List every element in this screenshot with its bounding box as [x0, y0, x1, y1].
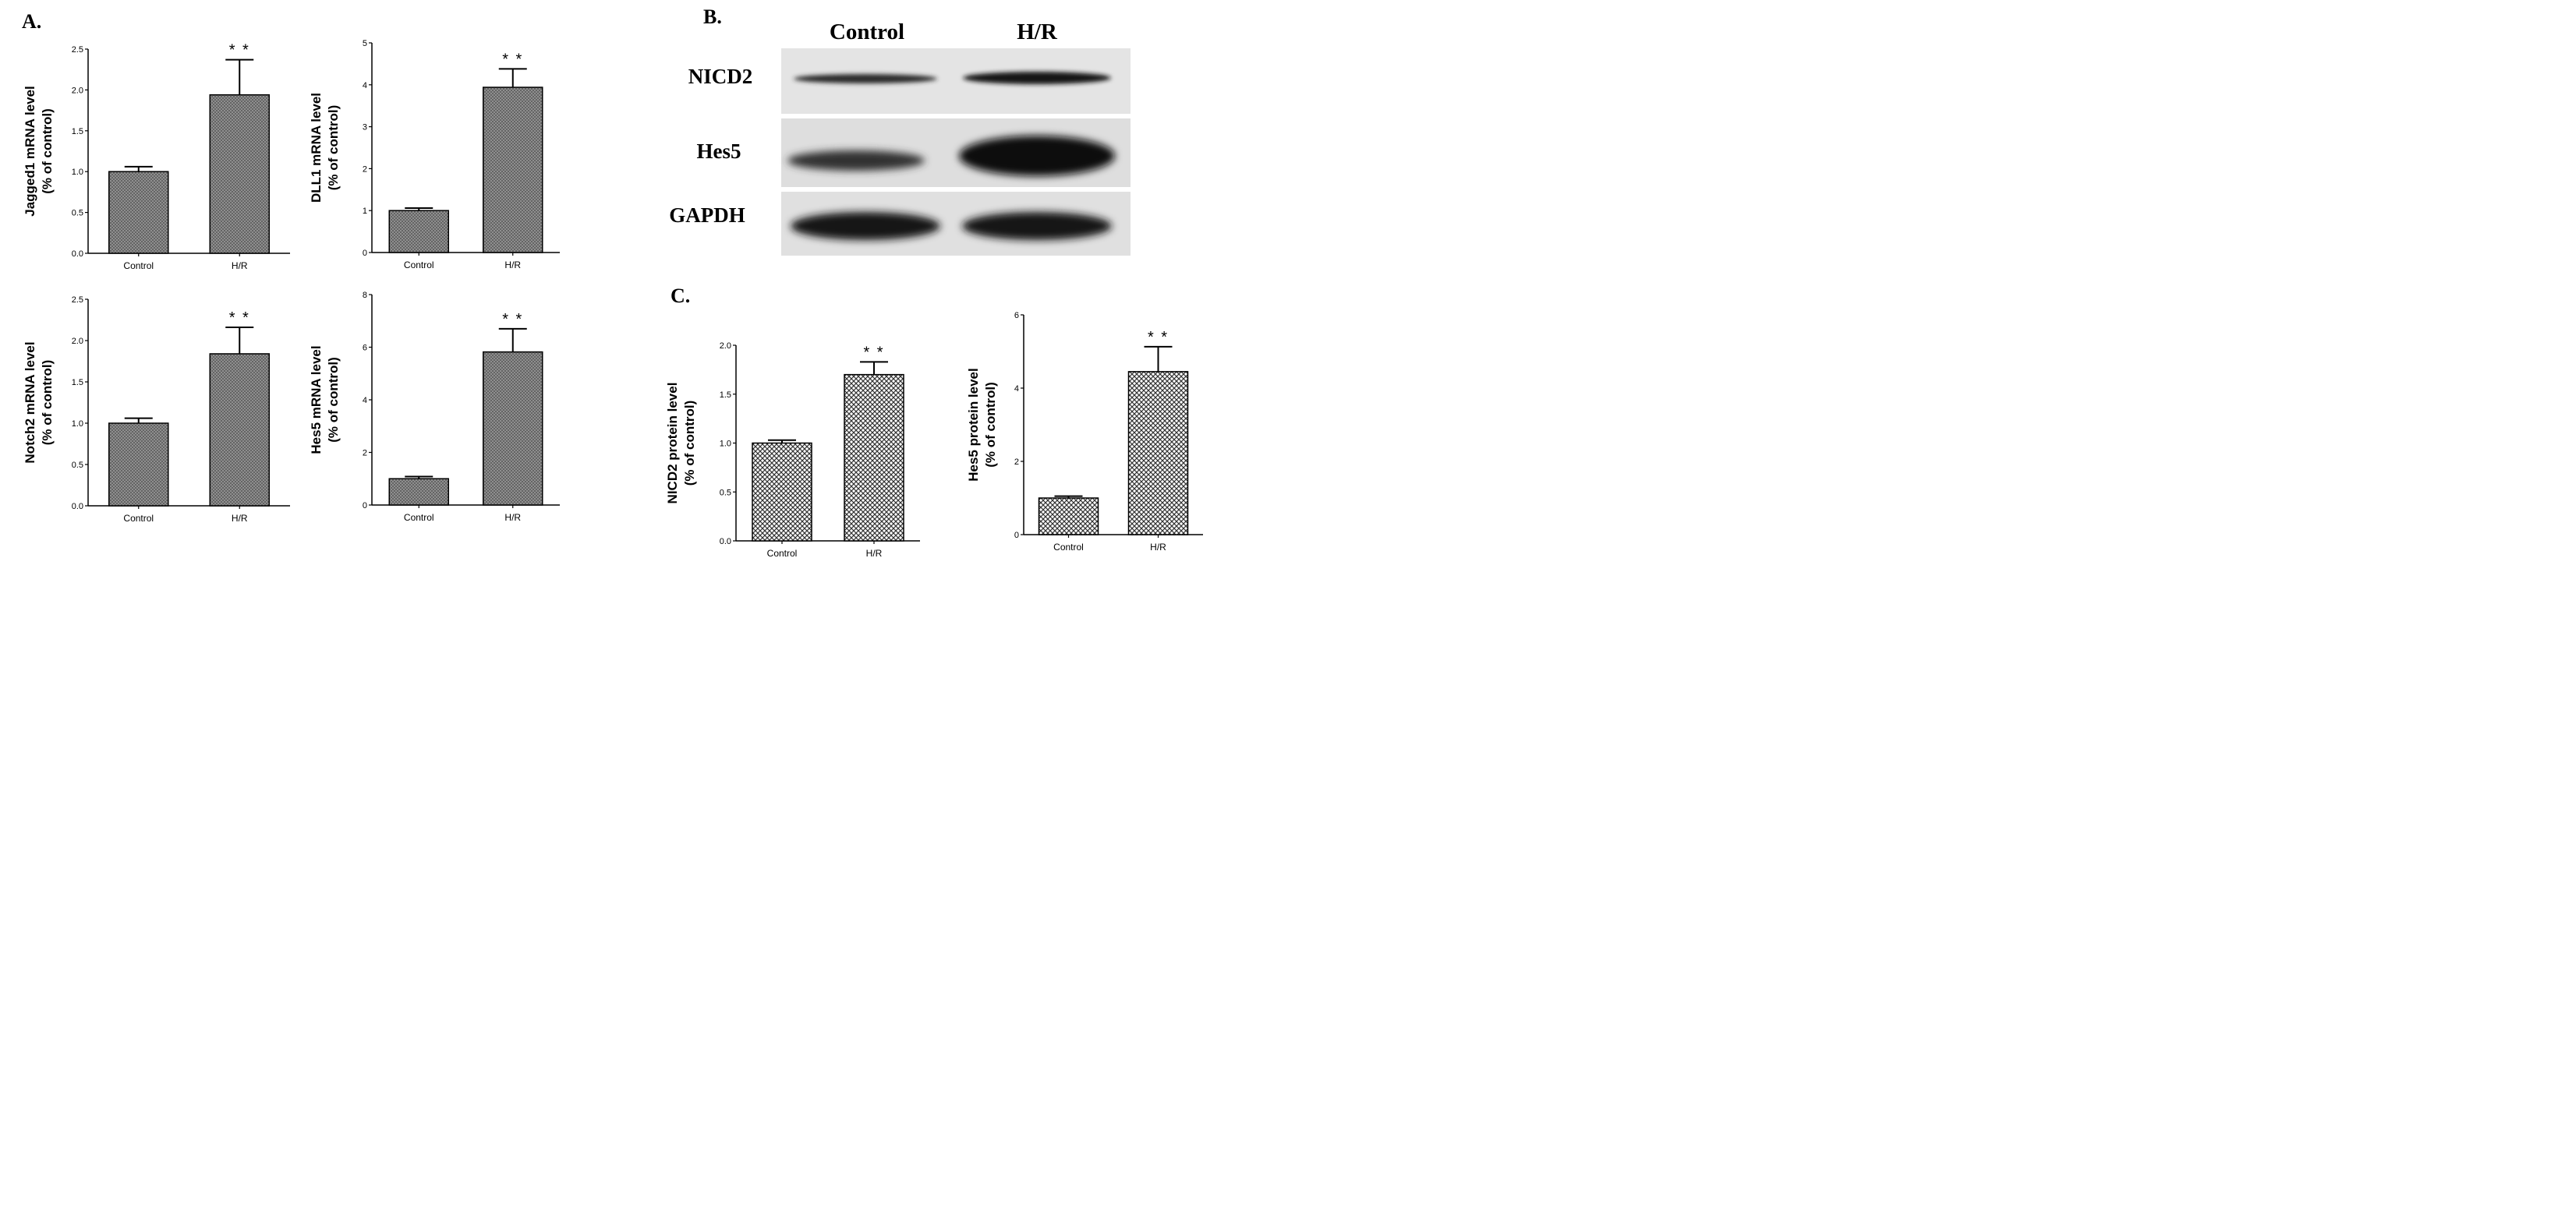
- blot-column-hr: H/R: [1017, 19, 1058, 44]
- bar-1: [1127, 371, 1189, 535]
- x-tick-label: H/R: [232, 260, 248, 271]
- western-blot: Control H/R NICD2 Hes5 GAPDH: [669, 19, 1131, 256]
- significance-marker: * *: [1148, 329, 1169, 346]
- band-nicd2-hr: [963, 72, 1111, 84]
- bar-1: [844, 373, 904, 542]
- y-axis-label-line: DLL1 mRNA level: [309, 93, 324, 203]
- y-tick-label: 2.0: [720, 341, 731, 351]
- y-tick-label: 1.0: [72, 168, 83, 177]
- x-tick-label: Control: [767, 548, 798, 559]
- band-gapdh-control: [791, 212, 940, 240]
- band-gapdh-hr: [962, 212, 1112, 240]
- y-tick-label: 0: [1014, 531, 1019, 540]
- chart-hes5-protein: 0 2 4 6 Control H/R * * Hes5 protein level (% of…: [966, 311, 1203, 553]
- y-tick-label: 2.5: [72, 295, 83, 305]
- y-tick-label: 5: [363, 39, 367, 48]
- y-tick-label: 2: [363, 164, 367, 174]
- y-tick-label: 4: [1014, 384, 1019, 394]
- panel-b-label: B.: [703, 5, 722, 28]
- blot-row-gapdh: GAPDH: [669, 203, 745, 227]
- y-tick-label: 0: [363, 501, 367, 510]
- x-tick-label: H/R: [1150, 542, 1166, 553]
- bar-1: [483, 351, 543, 506]
- y-tick-label: 1.5: [72, 127, 83, 136]
- y-tick-label: 0.0: [72, 249, 83, 259]
- x-tick-label: H/R: [232, 513, 248, 524]
- bar-1: [209, 353, 270, 507]
- y-tick-label: 0.0: [720, 537, 731, 546]
- x-tick-label: H/R: [866, 548, 883, 559]
- y-axis-label-line: Jagged1 mRNA level: [23, 86, 37, 217]
- y-tick-label: 4: [363, 81, 367, 90]
- y-tick-label: 1.5: [72, 378, 83, 387]
- y-axis-label-line: (% of control): [983, 382, 998, 468]
- bar-0: [1038, 497, 1099, 535]
- x-tick-label: Control: [404, 512, 434, 523]
- bar-0: [388, 210, 449, 253]
- y-tick-label: 2.0: [72, 86, 83, 95]
- bar-1: [209, 94, 270, 254]
- bar-1: [483, 87, 543, 253]
- blot-row-hes5: Hes5: [697, 140, 741, 163]
- chart-nicd2-protein: 0.0 0.5 1.0 1.5 2.0 Control H/R * * NICD2 protei…: [665, 341, 920, 559]
- y-tick-label: 1.0: [72, 419, 83, 429]
- band-nicd2-control: [794, 74, 937, 83]
- significance-marker: * *: [863, 344, 884, 361]
- chart-dll1-mrna: 0 1 2 3 4 5 Control H/R * * DLL1 mRNA level (% of …: [309, 39, 560, 270]
- panel-c-label: C.: [671, 284, 690, 307]
- x-tick-label: Control: [1053, 542, 1084, 553]
- y-axis-label-line: (% of control): [326, 357, 341, 443]
- y-axis-label-line: (% of control): [326, 105, 341, 191]
- blot-row-nicd2: NICD2: [688, 65, 753, 88]
- y-tick-label: 6: [363, 344, 367, 353]
- y-tick-label: 2: [363, 449, 367, 458]
- significance-marker: * *: [229, 42, 250, 59]
- y-tick-label: 6: [1014, 311, 1019, 320]
- significance-marker: * *: [502, 311, 523, 328]
- y-tick-label: 0.5: [72, 209, 83, 218]
- y-axis-label-line: (% of control): [40, 360, 55, 446]
- y-tick-label: 0.5: [720, 488, 731, 497]
- band-hes5-control: [787, 150, 925, 171]
- y-axis-label-line: Hes5 mRNA level: [309, 345, 324, 454]
- y-axis-label-line: Hes5 protein level: [966, 368, 981, 482]
- y-tick-label: 2.5: [72, 45, 83, 55]
- y-tick-label: 0.5: [72, 461, 83, 470]
- y-axis-label-line: NICD2 protein level: [665, 383, 680, 504]
- y-tick-label: 1.0: [720, 440, 731, 449]
- y-tick-label: 4: [363, 396, 367, 405]
- bar-0: [388, 478, 449, 506]
- y-tick-label: 2.0: [72, 337, 83, 346]
- bar-0: [108, 422, 169, 507]
- y-axis-label-line: (% of control): [40, 108, 55, 194]
- significance-marker: * *: [502, 51, 523, 68]
- bar-0: [752, 442, 812, 542]
- blot-column-control: Control: [830, 19, 904, 44]
- y-tick-label: 0: [363, 249, 367, 258]
- chart-jagged1-mrna: 0.0 0.5 1.0 1.5 2.0 2.5 Control H/R * * Jagged1 m…: [23, 42, 290, 271]
- y-tick-label: 2: [1014, 457, 1019, 467]
- chart-hes5-mrna: 0 2 4 6 8 Control H/R * * Hes5 mRNA level (% of c…: [309, 291, 560, 523]
- significance-marker: * *: [229, 309, 250, 327]
- band-hes5-hr: [959, 136, 1115, 176]
- x-tick-label: Control: [404, 260, 434, 270]
- x-tick-label: Control: [123, 260, 154, 271]
- y-tick-label: 3: [363, 123, 367, 132]
- y-tick-label: 0.0: [72, 502, 83, 511]
- x-tick-label: H/R: [504, 512, 521, 523]
- y-tick-label: 1.5: [720, 390, 731, 400]
- y-tick-label: 1: [363, 207, 367, 216]
- chart-notch2-mrna: 0.0 0.5 1.0 1.5 2.0 2.5 Control H/R * * Notch2 mR…: [23, 295, 290, 524]
- y-axis-label-line: Notch2 mRNA level: [23, 341, 37, 463]
- y-axis-label-line: (% of control): [682, 401, 697, 486]
- y-tick-label: 8: [363, 291, 367, 300]
- panel-a-label: A.: [22, 10, 41, 33]
- x-tick-label: H/R: [504, 260, 521, 270]
- bar-0: [108, 171, 169, 254]
- figure: A. B. C. Control H/R NICD2 Hes5 GAPDH 0.…: [22, 5, 1203, 559]
- x-tick-label: Control: [123, 513, 154, 524]
